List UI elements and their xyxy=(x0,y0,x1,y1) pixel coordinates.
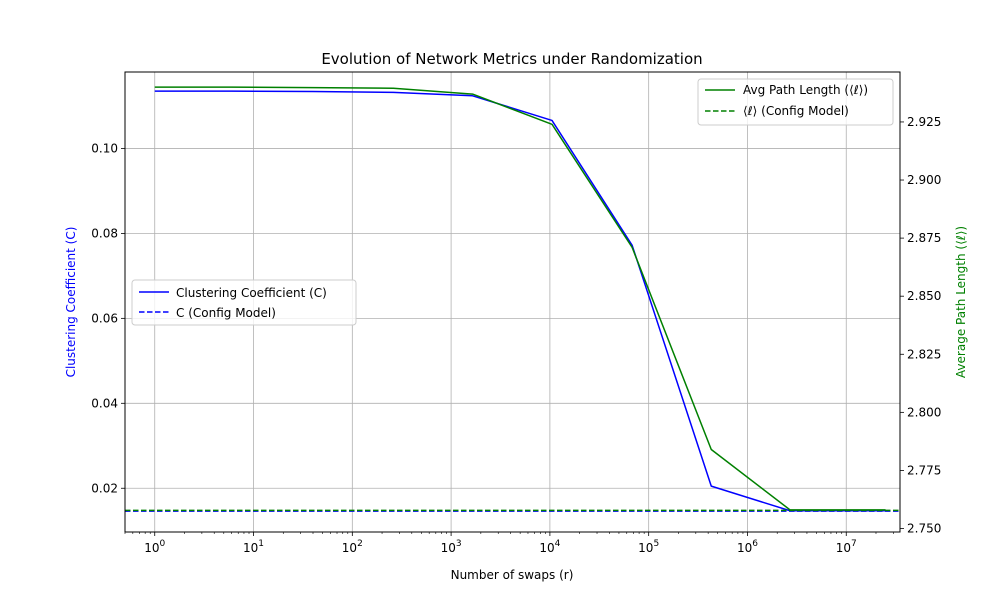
x-tick-label: 105 xyxy=(638,539,659,555)
legend-label-avg-path: Avg Path Length (⟨ℓ⟩) xyxy=(743,83,868,97)
chart-title: Evolution of Network Metrics under Rando… xyxy=(321,50,702,68)
y-left-tick-label: 0.10 xyxy=(91,141,118,155)
y-left-tick-label: 0.02 xyxy=(91,481,118,495)
y-right-tick-label: 2.875 xyxy=(907,231,941,245)
x-tick-label: 101 xyxy=(243,539,264,555)
x-tick-label: 102 xyxy=(342,539,363,555)
x-tick-label: 100 xyxy=(144,539,165,555)
y-right-tick-label: 2.800 xyxy=(907,405,941,419)
y-right-tick-label: 2.900 xyxy=(907,173,941,187)
x-tick-label: 106 xyxy=(737,539,758,555)
y-left-tick-label: 0.08 xyxy=(91,226,118,240)
legend-right: Avg Path Length (⟨ℓ⟩) ⟨ℓ⟩ (Config Model) xyxy=(697,78,894,126)
axes: 100 101 102 103 104 105 106 107 0.02 0.04 0.06 0.08… xyxy=(91,115,941,555)
y-right-tick-label: 2.850 xyxy=(907,289,941,303)
y-right-axis-title: Average Path Length (⟨ℓ⟩) xyxy=(954,226,968,378)
legend-left: Clustering Coefficient (C) C (Config Mod… xyxy=(131,279,357,326)
x-tick-label: 104 xyxy=(539,539,560,555)
x-tick-label: 103 xyxy=(441,539,462,555)
y-right-tick-label: 2.825 xyxy=(907,347,941,361)
legend-right-box xyxy=(697,78,894,126)
legend-left-box xyxy=(131,279,357,326)
y-right-tick-label: 2.925 xyxy=(907,115,941,129)
y-left-axis-title: Clustering Coefficient (C) xyxy=(64,227,78,378)
legend-label-clustering: Clustering Coefficient (C) xyxy=(176,286,327,300)
x-axis-title: Number of swaps (r) xyxy=(451,568,574,582)
x-tick-label: 107 xyxy=(836,539,857,555)
y-left-tick-label: 0.06 xyxy=(91,311,118,325)
y-right-tick-label: 2.775 xyxy=(907,463,941,477)
y-left-tick-label: 0.04 xyxy=(91,396,118,410)
y-right-tick-label: 2.750 xyxy=(907,522,941,536)
plot-frame xyxy=(124,71,901,533)
series-layer xyxy=(125,86,900,512)
legend-label-c-config: C (Config Model) xyxy=(176,306,276,320)
legend-label-path-config: ⟨ℓ⟩ (Config Model) xyxy=(743,104,849,118)
